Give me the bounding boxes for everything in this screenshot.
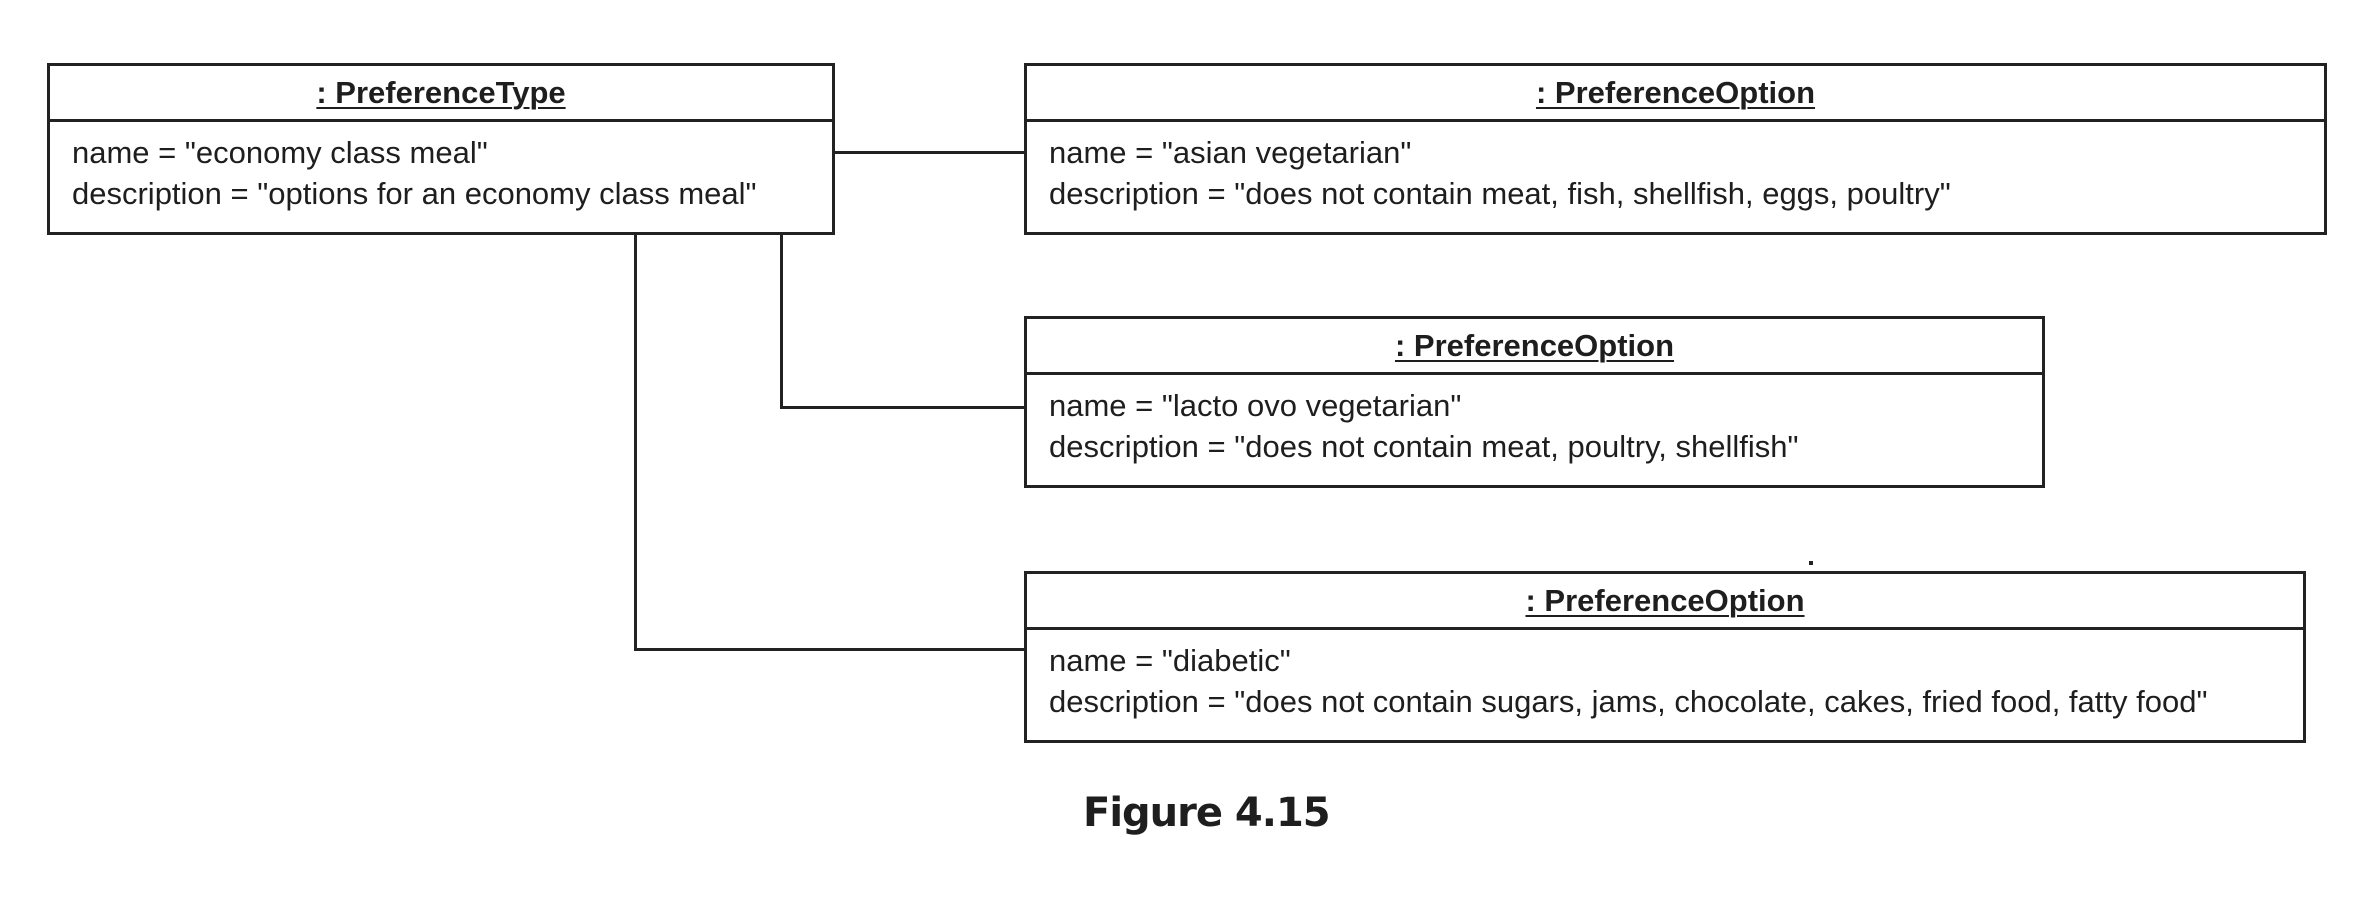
attribute-name: name = "diabetic" xyxy=(1049,643,1291,678)
attribute-description: description = "does not contain meat, po… xyxy=(1049,429,1799,464)
attribute-description: description = "does not contain sugars, … xyxy=(1049,684,2208,719)
preference-option-lacto-ovo-vegetarian: : PreferenceOption name = "lacto ovo veg… xyxy=(1024,316,2045,488)
object-heading: : PreferenceOption xyxy=(1027,319,2042,375)
link-type-to-asian-vegetarian xyxy=(832,151,1026,154)
attribute-description: description = "options for an economy cl… xyxy=(72,176,757,211)
object-heading: : PreferenceOption xyxy=(1027,66,2324,122)
figure-caption: Figure 4.15 xyxy=(1083,790,1331,836)
object-heading: : PreferenceOption xyxy=(1027,574,2303,630)
attribute-name: name = "economy class meal" xyxy=(72,135,488,170)
attribute-description: description = "does not contain meat, fi… xyxy=(1049,176,1951,211)
preference-type-object: : PreferenceType name = "economy class m… xyxy=(47,63,835,235)
attribute-name: name = "lacto ovo vegetarian" xyxy=(1049,388,1462,423)
preference-option-asian-vegetarian: : PreferenceOption name = "asian vegetar… xyxy=(1024,63,2327,235)
object-attributes: name = "lacto ovo vegetarian" descriptio… xyxy=(1027,375,2042,467)
object-attributes: name = "economy class meal" description … xyxy=(50,122,832,214)
stray-dot xyxy=(1809,561,1813,565)
object-attributes: name = "asian vegetarian" description = … xyxy=(1027,122,2324,214)
attribute-name: name = "asian vegetarian" xyxy=(1049,135,1412,170)
preference-option-diabetic: : PreferenceOption name = "diabetic" des… xyxy=(1024,571,2306,743)
object-attributes: name = "diabetic" description = "does no… xyxy=(1027,630,2303,722)
link-type-to-diabetic-horizontal xyxy=(634,648,1026,651)
link-type-to-lacto-ovo-vertical xyxy=(780,232,783,409)
link-type-to-diabetic-vertical xyxy=(634,232,637,651)
object-heading: : PreferenceType xyxy=(50,66,832,122)
link-type-to-lacto-ovo-horizontal xyxy=(780,406,1026,409)
